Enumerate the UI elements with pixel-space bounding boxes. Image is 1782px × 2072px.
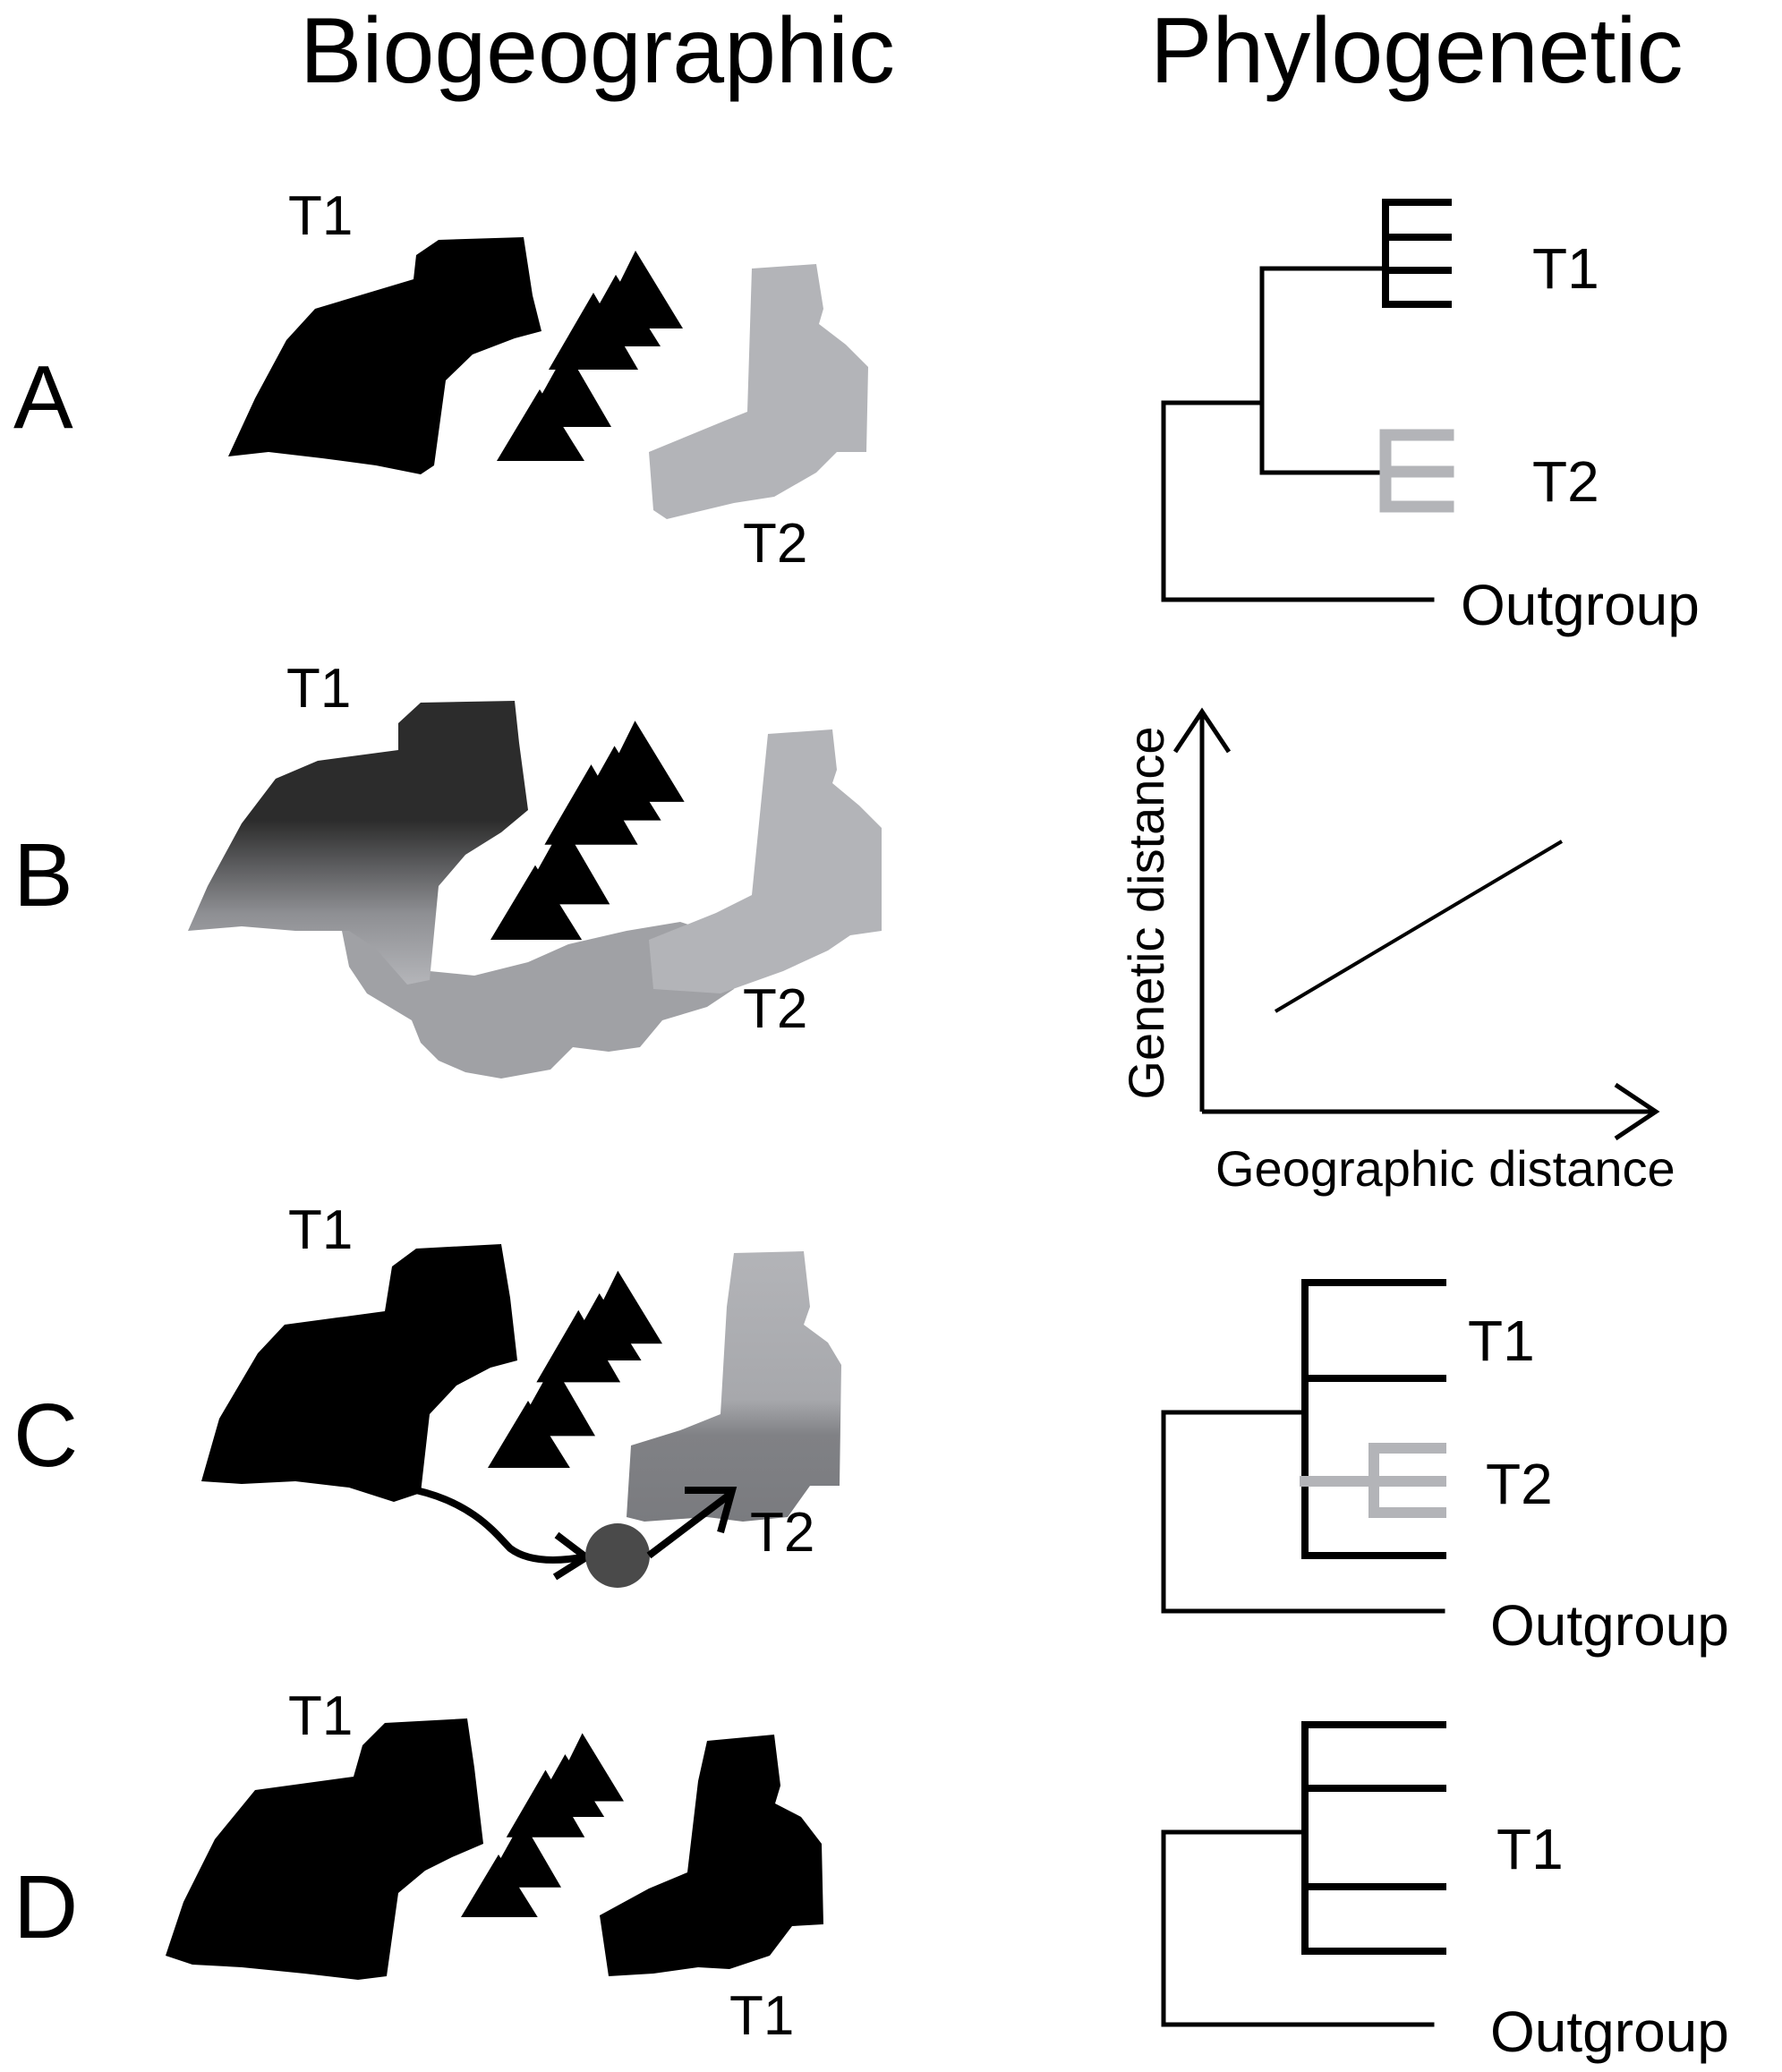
row-c: C T1 T2 T1 T2 Outgroup [13,1199,1729,1658]
row-d-letter: D [13,1857,78,1957]
row-a-gray-region [649,264,868,519]
row-a-map-taxon-top: T1 [288,185,353,247]
row-a-tree-root [1161,400,1435,602]
row-a-t2-clade [1379,429,1454,513]
row-d-mountain-icon [461,1733,624,1917]
row-b-letter: B [13,825,73,925]
row-b: B T1 T2 Genetic distance Geographic dist… [13,658,1675,1197]
row-b-y-axis-arrow [1172,707,1232,754]
row-c-tree-polytomy [1301,1279,1446,1559]
biogeographic-column-title: Biogeographic [300,0,895,103]
row-d-right-black-region [600,1735,823,1976]
row-c-tree-root [1161,1410,1445,1614]
row-a-t1-clade [1382,199,1452,308]
row-d-tree-root [1161,1829,1435,2027]
row-c-mountain-icon [488,1270,662,1468]
row-a-tree-internal-node [1161,266,1265,475]
phylogenetic-column-title: Phylogenetic [1150,0,1684,103]
row-c-map-taxon-top: T1 [288,1199,353,1261]
row-c-dispersal-line-2 [646,1491,732,1559]
row-c-map-taxon-bottom: T2 [750,1502,814,1564]
row-d-left-black-region [166,1718,483,1980]
row-d-phylogenetic-tree [1161,1721,1446,2027]
row-c-phylogenetic-tree [1161,1279,1446,1614]
row-a-tree-tip-t2: T2 [1532,449,1599,514]
row-a-phylogenetic-tree [1161,199,1454,602]
row-a-map-taxon-bottom: T2 [743,513,807,575]
row-c-letter: C [13,1386,78,1486]
row-d-map-taxon-top: T1 [288,1685,353,1747]
row-b-ibd-plot [1172,707,1660,1141]
row-a-tree-tip-t1: T1 [1532,236,1599,301]
row-c-t2-clade [1300,1443,1446,1518]
row-a-letter: A [13,347,73,448]
row-a-black-region [228,237,541,474]
row-c-gradient-region [627,1251,841,1522]
row-d-tree-outgroup: Outgroup [1490,2000,1729,2064]
row-b-x-axis-arrow [1614,1082,1660,1141]
row-b-plot-ylabel: Genetic distance [1118,726,1174,1099]
row-b-trend-line [1274,840,1564,1013]
row-b-map-taxon-top: T1 [286,658,351,720]
row-d-tree-tip-t1: T1 [1496,1817,1564,1881]
row-c-dispersal-arrowhead-2 [685,1487,738,1534]
row-a-tree-outgroup: Outgroup [1461,573,1700,637]
row-b-right-region [649,729,882,993]
row-c-tree-outgroup: Outgroup [1490,1593,1729,1658]
row-c-tree-tip-t2: T2 [1486,1452,1553,1516]
row-c-tree-tip-t1: T1 [1468,1309,1535,1373]
row-d-map-taxon-bottom: T1 [729,1985,794,2047]
row-b-left-gradient-region [188,701,528,985]
row-d-tree-polytomy [1301,1721,1446,1955]
row-b-map-taxon-bottom: T2 [743,978,807,1040]
row-b-plot-xlabel: Geographic distance [1215,1140,1675,1197]
row-d: D T1 T1 T1 Outgroup [13,1685,1729,2064]
row-c-founder-dot [585,1523,650,1588]
row-c-black-region [201,1244,517,1502]
row-c-dispersal-curve [415,1487,583,1564]
row-a: A T1 T2 T1 T2 Outgroup [13,185,1700,637]
row-b-bridge-region [340,913,734,1079]
